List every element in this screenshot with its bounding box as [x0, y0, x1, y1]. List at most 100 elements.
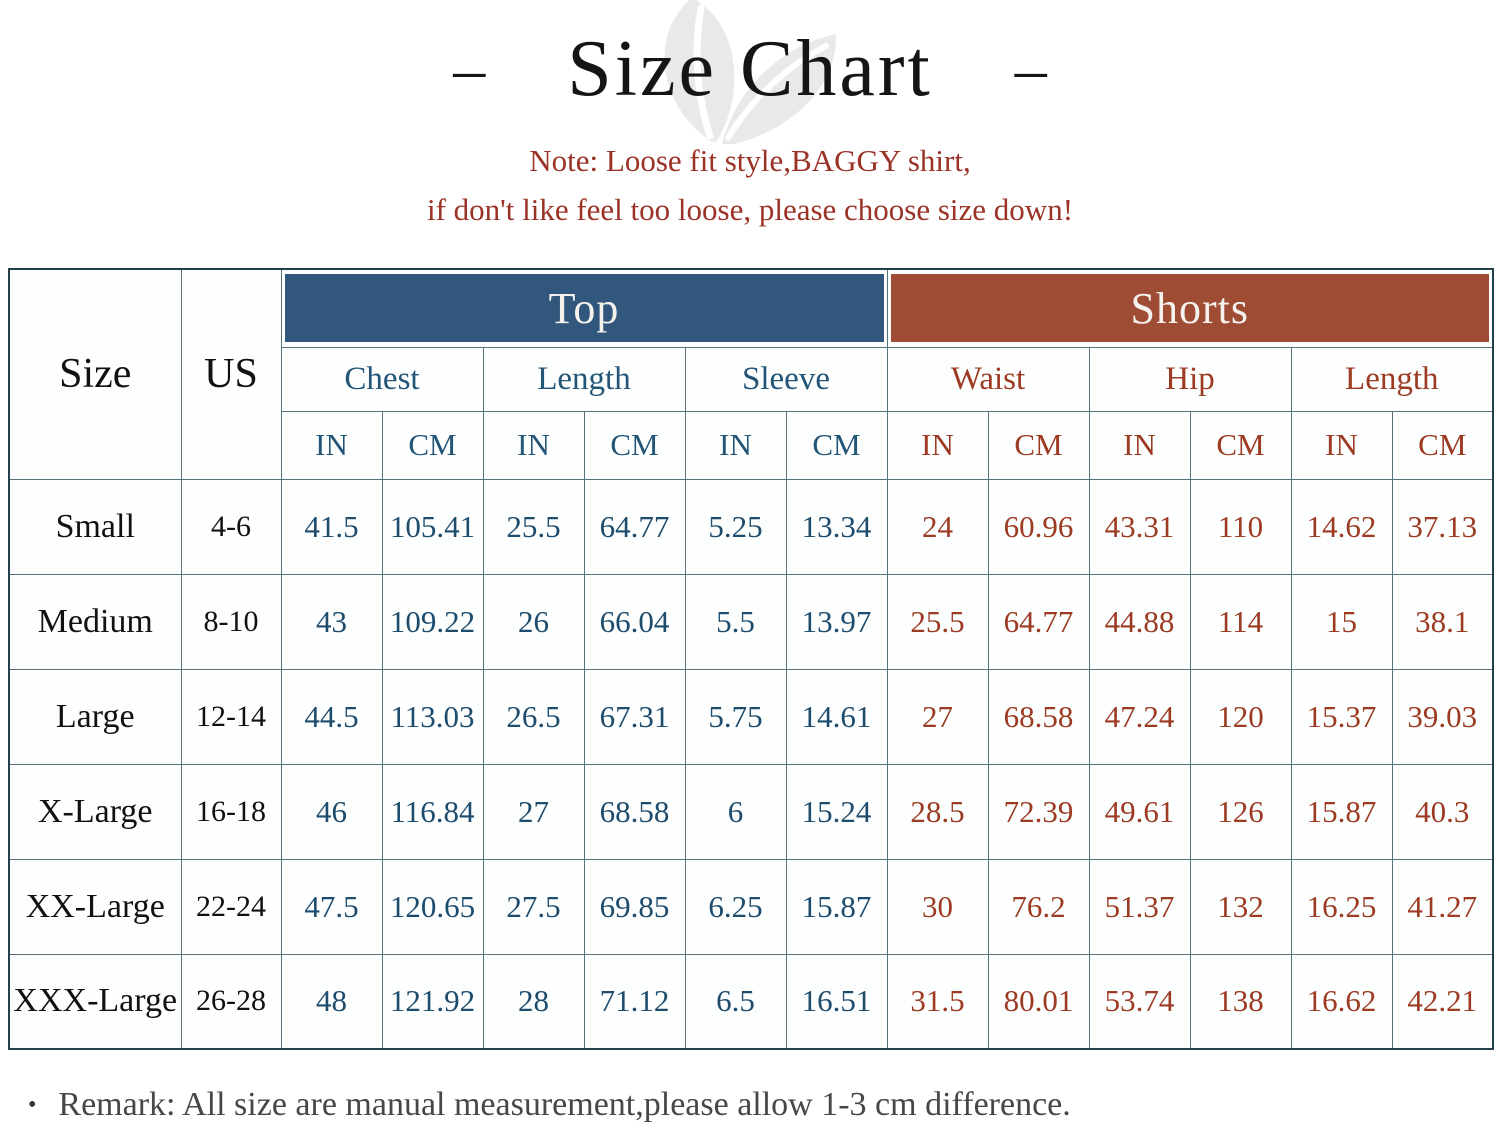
value-cell: 72.39 — [987, 763, 1090, 860]
value-cell: 138 — [1189, 953, 1292, 1050]
waist-header: Waist — [886, 346, 1090, 412]
value-cell: 121.92 — [381, 953, 484, 1050]
value-cell: 47.5 — [280, 858, 383, 955]
unit-header: CM — [1391, 410, 1494, 480]
value-cell: 15.24 — [785, 763, 888, 860]
unit-header: IN — [1088, 410, 1191, 480]
value-cell: 44.5 — [280, 668, 383, 765]
value-cell: 43 — [280, 573, 383, 670]
size-cell: Large — [8, 668, 182, 765]
shorts-length-header: Length — [1290, 346, 1494, 412]
unit-header: IN — [886, 410, 989, 480]
value-cell: 16.62 — [1290, 953, 1393, 1050]
unit-header: CM — [987, 410, 1090, 480]
value-cell: 14.61 — [785, 668, 888, 765]
shorts-group-header: Shorts — [886, 268, 1494, 348]
value-cell: 60.96 — [987, 478, 1090, 575]
value-cell: 38.1 — [1391, 573, 1494, 670]
sleeve-header: Sleeve — [684, 346, 888, 412]
value-cell: 120.65 — [381, 858, 484, 955]
value-cell: 126 — [1189, 763, 1292, 860]
unit-header: IN — [280, 410, 383, 480]
size-cell: Small — [8, 478, 182, 575]
table-row-xxx-large: XXX-Large 26-28 48 121.92 28 71.12 6.5 1… — [8, 953, 1494, 1050]
value-cell: 41.5 — [280, 478, 383, 575]
size-cell: XX-Large — [8, 858, 182, 955]
group-header-row: Size US Top Shorts — [8, 268, 1494, 480]
value-cell: 24 — [886, 478, 989, 575]
us-cell: 26-28 — [180, 953, 282, 1050]
value-cell: 69.85 — [583, 858, 686, 955]
remark-bullet: • — [28, 1091, 37, 1118]
value-cell: 37.13 — [1391, 478, 1494, 575]
value-cell: 120 — [1189, 668, 1292, 765]
value-cell: 15.87 — [1290, 763, 1393, 860]
chest-header: Chest — [280, 346, 484, 412]
unit-header: CM — [583, 410, 686, 480]
value-cell: 25.5 — [886, 573, 989, 670]
unit-header: CM — [381, 410, 484, 480]
size-chart-table: Size US Top Shorts Chest Length Sleeve W… — [8, 268, 1495, 1050]
fit-note-line2: if don't like feel too loose, please cho… — [426, 192, 1074, 227]
value-cell: 6.25 — [684, 858, 787, 955]
value-cell: 15.37 — [1290, 668, 1393, 765]
fit-note-line1: Note: Loose fit style,BAGGY shirt, — [529, 143, 971, 178]
leaf-decoration-icon — [664, 0, 837, 144]
us-column-header: US — [180, 268, 282, 480]
value-cell: 51.37 — [1088, 858, 1191, 955]
value-cell: 16.25 — [1290, 858, 1393, 955]
title-right-dash: – — [1014, 33, 1047, 104]
value-cell: 114 — [1189, 573, 1292, 670]
value-cell: 26.5 — [482, 668, 585, 765]
table-row-medium: Medium 8-10 43 109.22 26 66.04 5.5 13.97… — [8, 573, 1494, 670]
value-cell: 67.31 — [583, 668, 686, 765]
value-cell: 105.41 — [381, 478, 484, 575]
value-cell: 6.5 — [684, 953, 787, 1050]
value-cell: 47.24 — [1088, 668, 1191, 765]
fit-note: Note: Loose fit style,BAGGY shirt, if do… — [0, 136, 1500, 234]
table-row-xx-large: XX-Large 22-24 47.5 120.65 27.5 69.85 6.… — [8, 858, 1494, 955]
size-cell: Medium — [8, 573, 182, 670]
title-left-dash: – — [453, 33, 486, 104]
measure-header-row: Chest Length Sleeve Waist Hip Length — [9, 346, 1494, 412]
page-title: – Size Chart – — [0, 14, 1500, 124]
shorts-group-label: Shorts — [890, 274, 1490, 343]
value-cell: 14.62 — [1290, 478, 1393, 575]
top-group-header: Top — [280, 268, 888, 348]
size-cell: XXX-Large — [8, 953, 182, 1050]
top-group-label: Top — [284, 274, 884, 343]
value-cell: 46 — [280, 763, 383, 860]
value-cell: 48 — [280, 953, 383, 1050]
unit-header: CM — [1189, 410, 1292, 480]
table-row-x-large: X-Large 16-18 46 116.84 27 68.58 6 15.24… — [8, 763, 1494, 860]
value-cell: 42.21 — [1391, 953, 1494, 1050]
value-cell: 43.31 — [1088, 478, 1191, 575]
value-cell: 44.88 — [1088, 573, 1191, 670]
value-cell: 41.27 — [1391, 858, 1494, 955]
value-cell: 71.12 — [583, 953, 686, 1050]
unit-header: IN — [684, 410, 787, 480]
value-cell: 110 — [1189, 478, 1292, 575]
size-column-header: Size — [8, 268, 182, 480]
value-cell: 113.03 — [381, 668, 484, 765]
value-cell: 5.75 — [684, 668, 787, 765]
size-cell: X-Large — [8, 763, 182, 860]
top-length-header: Length — [482, 346, 686, 412]
value-cell: 39.03 — [1391, 668, 1494, 765]
title-text: Size Chart — [567, 25, 933, 113]
value-cell: 15 — [1290, 573, 1393, 670]
value-cell: 80.01 — [987, 953, 1090, 1050]
value-cell: 27.5 — [482, 858, 585, 955]
value-cell: 16.51 — [785, 953, 888, 1050]
value-cell: 31.5 — [886, 953, 989, 1050]
value-cell: 66.04 — [583, 573, 686, 670]
value-cell: 30 — [886, 858, 989, 955]
value-cell: 68.58 — [987, 668, 1090, 765]
value-cell: 27 — [886, 668, 989, 765]
value-cell: 26 — [482, 573, 585, 670]
value-cell: 6 — [684, 763, 787, 860]
value-cell: 64.77 — [583, 478, 686, 575]
us-cell: 4-6 — [180, 478, 282, 575]
unit-header: IN — [1290, 410, 1393, 480]
value-cell: 28.5 — [886, 763, 989, 860]
